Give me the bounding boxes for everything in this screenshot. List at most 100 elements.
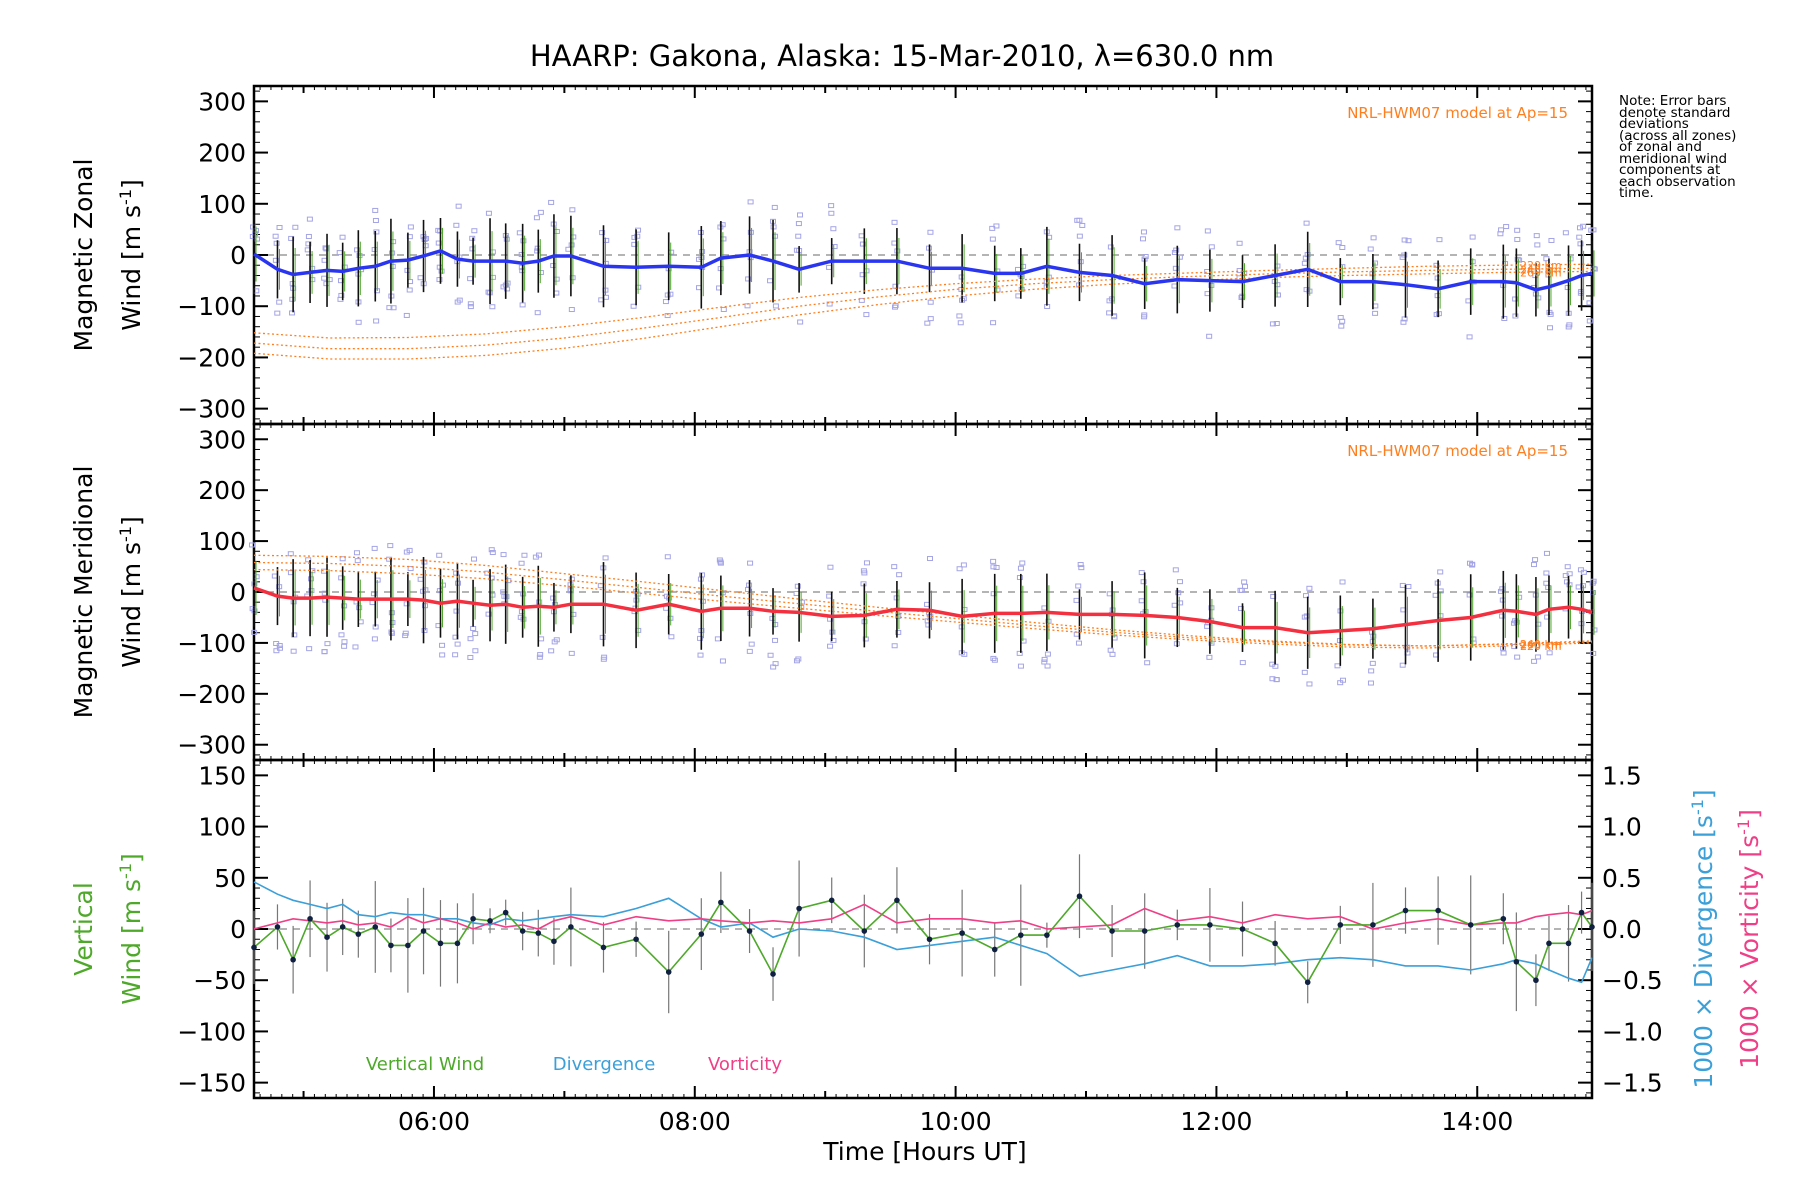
vertical-wind-point <box>770 971 776 977</box>
zone-sample-point <box>1401 316 1408 322</box>
zone-sample-point <box>926 556 933 562</box>
zone-sample-point <box>771 204 778 210</box>
zone-sample-point <box>1576 225 1583 231</box>
zone-sample-point <box>1075 583 1082 589</box>
zone-sample-point <box>1469 561 1476 567</box>
vertical-wind-point <box>535 930 542 936</box>
zone-sample-point <box>747 560 754 566</box>
zone-sample-point <box>597 583 604 589</box>
zone-sample-point <box>1367 246 1374 252</box>
vertical-wind-point <box>1044 932 1050 938</box>
zone-sample-point <box>1141 314 1148 320</box>
zone-sample-point <box>1106 310 1113 316</box>
vertical-wind-point <box>324 934 330 940</box>
zone-sample-point <box>990 591 997 597</box>
zone-sample-point <box>1274 292 1281 298</box>
zone-sample-point <box>338 575 345 581</box>
vertical-wind-point <box>274 924 281 930</box>
y-tick-label: 200 <box>198 476 246 505</box>
zone-sample-point <box>1516 594 1523 600</box>
zone-sample-point <box>453 570 460 576</box>
zone-sample-point <box>520 616 527 622</box>
zone-sample-point <box>668 634 675 640</box>
error-bar-note: Note: Error bars denote standard deviation… <box>1619 95 1794 200</box>
zone-sample-point <box>503 236 510 242</box>
zone-sample-point <box>372 207 379 213</box>
y-tick-label: −200 <box>177 343 246 372</box>
zone-sample-point <box>1433 312 1440 318</box>
zone-sample-point <box>861 570 868 576</box>
zone-sample-point <box>321 568 328 574</box>
vertical-wind-point <box>698 931 705 937</box>
zone-sample-point <box>272 257 279 263</box>
zone-sample-point <box>421 559 428 565</box>
zone-sample-point <box>925 622 932 628</box>
zone-sample-point <box>1206 654 1213 660</box>
zone-sample-point <box>1075 640 1082 646</box>
zone-sample-point <box>826 264 833 270</box>
zone-sample-point <box>1238 587 1245 593</box>
zone-sample-point <box>1501 315 1508 321</box>
zone-sample-point <box>339 556 346 562</box>
vertical-wind-point <box>1337 922 1344 928</box>
zone-sample-point <box>276 299 283 305</box>
zone-sample-point <box>1546 650 1553 656</box>
vertical-wind-point <box>665 969 672 975</box>
y-tick-label: 100 <box>198 190 246 219</box>
zone-sample-point <box>1172 265 1179 271</box>
zone-sample-point <box>797 319 804 325</box>
zone-sample-point <box>467 636 474 642</box>
zone-sample-point <box>1514 654 1521 660</box>
zone-sample-point <box>467 276 474 282</box>
zone-sample-point <box>489 274 496 280</box>
zone-sample-point <box>860 581 867 587</box>
zone-sample-point <box>862 636 869 642</box>
zone-sample-point <box>631 234 638 240</box>
zone-sample-point <box>1306 681 1313 687</box>
hwm07-model-curve <box>253 568 1593 649</box>
zone-sample-point <box>1514 227 1521 233</box>
zone-sample-point <box>714 636 721 642</box>
x-tick-label: 14:00 <box>1441 1107 1513 1136</box>
zone-sample-point <box>697 635 704 641</box>
zone-sample-point <box>516 230 523 236</box>
zone-sample-point <box>924 320 931 326</box>
vertical-wind-point <box>1174 922 1181 928</box>
y-tick-label: 50 <box>214 864 246 893</box>
vertical-wind-point <box>1513 958 1520 965</box>
zone-sample-point <box>1107 647 1114 653</box>
zone-sample-point <box>1018 286 1025 292</box>
zone-sample-point <box>1543 570 1550 576</box>
zone-sample-point <box>1367 680 1374 686</box>
zone-sample-point <box>485 210 492 216</box>
zone-sample-point <box>1562 230 1569 236</box>
legend-entry: Vertical Wind <box>366 1054 484 1075</box>
zone-sample-point <box>1577 241 1584 247</box>
zone-sample-point <box>467 654 474 660</box>
zone-sample-point <box>1576 234 1583 240</box>
zone-sample-point <box>1562 573 1569 579</box>
zone-sample-point <box>403 312 410 318</box>
zone-sample-point <box>1301 669 1308 675</box>
zone-sample-point <box>306 216 313 222</box>
note-line: denote standard <box>1619 104 1731 121</box>
note-line: deviations <box>1619 116 1689 132</box>
zone-sample-point <box>745 587 752 593</box>
vertical-wind-point <box>519 928 526 934</box>
vertical-wind-point <box>1272 940 1278 947</box>
zone-sample-point <box>1533 233 1540 239</box>
zone-sample-point <box>369 600 376 606</box>
zone-sample-point <box>1174 225 1181 231</box>
y2-tick-label: −1.5 <box>1602 1069 1663 1098</box>
zone-sample-point <box>455 203 462 209</box>
zone-sample-point <box>1204 228 1211 234</box>
zone-sample-point <box>1109 651 1116 657</box>
zone-sample-point <box>858 233 865 239</box>
zone-sample-point <box>453 222 460 228</box>
zone-sample-point <box>537 209 544 215</box>
vertical-wind-point <box>437 940 444 947</box>
vertical-wind-point <box>1076 893 1083 900</box>
zone-sample-point <box>991 657 998 663</box>
zone-sample-point <box>436 277 443 283</box>
zone-sample-point <box>600 656 607 662</box>
